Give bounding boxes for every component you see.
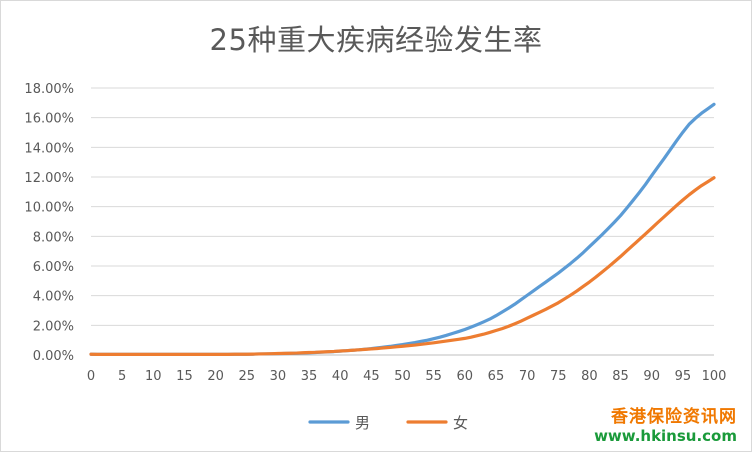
y-tick-label: 0.00%	[33, 349, 74, 364]
x-tick-label: 75	[550, 369, 567, 384]
y-tick-label: 10.00%	[24, 201, 74, 216]
x-tick-label: 50	[394, 369, 411, 384]
y-tick-label: 18.00%	[24, 82, 74, 97]
y-tick-label: 4.00%	[33, 290, 74, 305]
y-tick-label: 14.00%	[24, 141, 74, 156]
series-line-male	[89, 102, 716, 357]
x-tick-label: 90	[643, 369, 660, 384]
x-tick-label: 100	[702, 369, 727, 384]
chart-title: 25种重大疾病经验发生率	[209, 23, 543, 57]
watermark-url: www.hkinsu.com	[594, 426, 737, 445]
x-tick-label: 10	[145, 369, 162, 384]
x-tick-label: 55	[425, 369, 442, 384]
y-tick-label: 12.00%	[24, 171, 74, 186]
x-tick-label: 15	[176, 369, 193, 384]
x-tick-label: 20	[207, 369, 224, 384]
watermark-site-name: 香港保险资讯网	[611, 407, 737, 428]
series-line-female	[89, 176, 716, 357]
x-tick-label: 45	[363, 369, 380, 384]
x-tick-label: 25	[238, 369, 255, 384]
y-tick-label: 8.00%	[33, 230, 74, 245]
x-tick-label: 85	[612, 369, 629, 384]
y-tick-label: 16.00%	[24, 112, 74, 127]
legend-label: 女	[453, 414, 468, 432]
x-tick-label: 95	[675, 369, 692, 384]
watermark: 香港保险资讯网 www.hkinsu.com	[594, 408, 737, 445]
x-tick-label: 65	[488, 369, 505, 384]
x-tick-label: 5	[118, 369, 126, 384]
y-tick-label: 6.00%	[33, 260, 74, 275]
x-tick-label: 80	[581, 369, 598, 384]
x-tick-label: 35	[301, 369, 318, 384]
x-tick-label: 60	[457, 369, 474, 384]
y-tick-label: 2.00%	[33, 319, 74, 334]
x-tick-label: 0	[87, 369, 95, 384]
x-tick-label: 70	[519, 369, 536, 384]
x-tick-label: 30	[270, 369, 287, 384]
legend-label: 男	[355, 414, 370, 432]
x-tick-label: 40	[332, 369, 349, 384]
